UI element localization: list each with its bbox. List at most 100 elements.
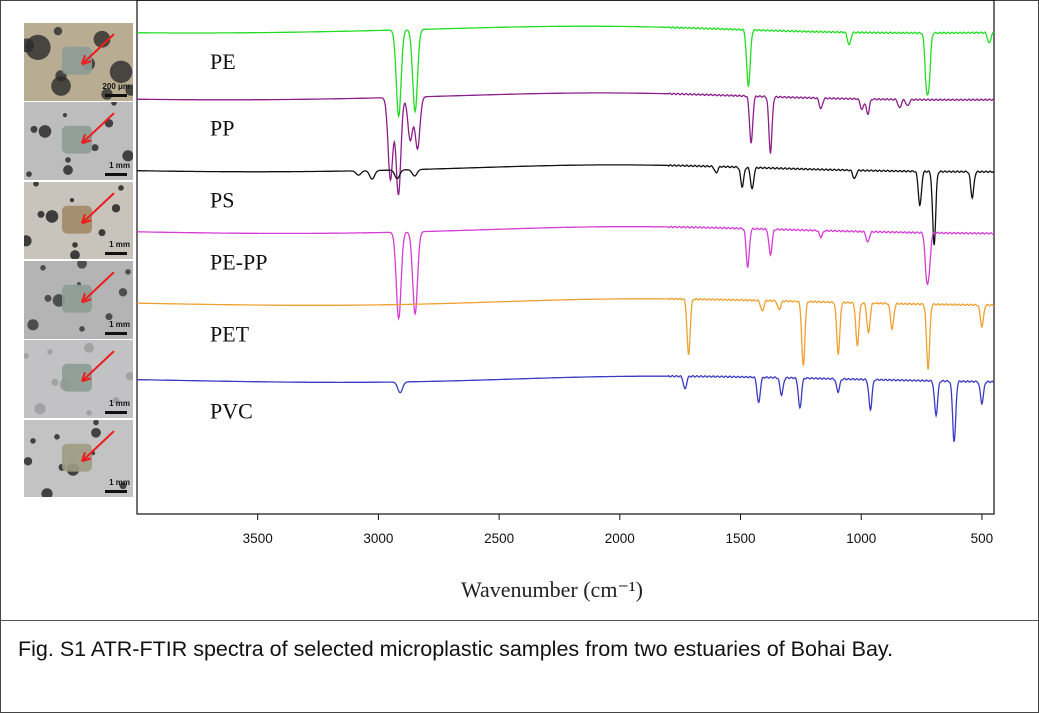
scale-label: 1 mm <box>109 319 130 329</box>
series-label-ps: PS <box>210 188 234 213</box>
red-arrow-icon <box>81 430 115 462</box>
scale-label: 1 mm <box>109 478 130 488</box>
microplastic-particle <box>62 126 92 154</box>
sample-photo: 200 μm <box>24 23 133 101</box>
x-tick-label: 2500 <box>484 531 514 546</box>
photo-texture-spot <box>111 203 121 213</box>
photo-texture-spot <box>77 261 87 269</box>
spectrum-line-pe-pp <box>137 225 995 321</box>
photo-texture-spot <box>111 102 117 106</box>
photo-texture-spot <box>34 403 46 415</box>
photo-texture-spot <box>24 234 32 247</box>
photo-texture-spot <box>65 157 71 164</box>
photo-texture-spot <box>84 343 94 353</box>
spectrum-line-pp <box>137 92 995 196</box>
sample-photo-image <box>24 181 124 260</box>
series-label-pp: PP <box>210 116 234 141</box>
red-arrow-icon <box>81 33 115 66</box>
scale-bar <box>105 173 127 177</box>
sample-photo: 1 mm <box>24 181 133 260</box>
microplastic-particle <box>62 46 92 75</box>
photo-texture-spot <box>91 427 101 438</box>
scale-bar <box>105 93 127 97</box>
photo-texture-spot <box>33 181 39 187</box>
plot-area <box>136 0 995 515</box>
photo-texture-spot <box>63 165 73 176</box>
sample-photo: 1 mm <box>24 340 133 419</box>
series-label-pe-pp: PE-PP <box>210 249 267 274</box>
sample-photo-image <box>27 261 131 332</box>
photo-texture-spot <box>24 456 33 466</box>
sample-photo: 1 mm <box>24 419 133 498</box>
red-arrow-icon <box>81 350 115 383</box>
photo-texture-spot <box>125 269 131 275</box>
photo-texture-spot <box>41 487 53 498</box>
spectrum-line-ps <box>137 164 995 246</box>
photo-texture-spot <box>62 113 68 118</box>
scale-bar <box>105 252 127 256</box>
x-tick-label: 1000 <box>846 531 876 546</box>
photo-texture-spot <box>70 249 80 260</box>
spectrum-line-pe <box>137 25 995 119</box>
scale-label: 1 mm <box>109 240 130 250</box>
photo-texture-spot <box>119 481 127 489</box>
photo-texture-spot <box>47 349 53 355</box>
scale-bar <box>105 331 127 335</box>
figure-caption: Fig. S1 ATR-FTIR spectra of selected mic… <box>18 637 894 661</box>
photo-texture-spot <box>122 150 133 162</box>
photo-texture-spot <box>98 228 106 236</box>
microplastic-particle <box>62 205 92 234</box>
photo-texture-spot <box>30 437 36 444</box>
sample-photo: 1 mm <box>24 261 133 339</box>
ftir-chart: PE PP PS PE-PP PET PVC 3500 3000 2500 2000 1500 10… <box>136 0 995 602</box>
sample-photos: 200 μm 1 mm 1 mm 1 mm 1 mm 1 mm <box>24 23 133 499</box>
x-tick-label: 500 <box>971 531 994 546</box>
photo-texture-spot <box>93 419 99 426</box>
photo-texture-spot <box>118 288 128 297</box>
photo-texture-spot <box>37 210 45 218</box>
photo-texture-spot <box>91 144 99 152</box>
photo-texture-spot <box>24 38 34 53</box>
series-label-pe: PE <box>210 49 236 74</box>
photo-texture-spot <box>112 397 120 405</box>
photo-texture-spot <box>27 319 39 331</box>
photo-texture-spot <box>54 433 60 440</box>
photo-texture-spot <box>118 184 124 191</box>
series-label-pvc: PVC <box>210 398 253 423</box>
scale-label: 1 mm <box>109 161 130 171</box>
photo-texture-spot <box>69 197 75 202</box>
photo-texture-spot <box>79 326 85 332</box>
photo-texture-spot <box>93 30 111 48</box>
photo-texture-spot <box>51 379 59 387</box>
red-arrow-icon <box>81 112 115 145</box>
photo-texture-spot <box>104 119 114 128</box>
series-layer: PE PP PS PE-PP PET PVC <box>136 25 995 443</box>
photo-texture-spot <box>38 125 52 139</box>
photo-texture-spot <box>44 294 52 302</box>
sample-photo-image <box>24 419 127 498</box>
scale-bar <box>105 411 127 415</box>
photo-texture-spot <box>24 353 29 359</box>
sample-photo: 1 mm <box>24 102 133 181</box>
scale-label: 1 mm <box>109 399 130 409</box>
sample-photo-image <box>26 102 133 178</box>
x-axis-title: Wavenumber (cm⁻¹) <box>461 577 643 602</box>
red-arrow-icon <box>81 192 115 224</box>
spectrum-line-pet <box>137 297 995 370</box>
photo-texture-spot <box>30 126 38 134</box>
x-tick-label: 1500 <box>725 531 755 546</box>
photo-texture-spot <box>125 84 133 96</box>
microplastic-particle <box>62 364 92 392</box>
microplastic-particle <box>62 284 92 313</box>
spectrum-line-pvc <box>136 374 995 443</box>
red-arrow-icon <box>81 271 115 304</box>
x-tick-label: 3000 <box>363 531 393 546</box>
x-axis: 3500 3000 2500 2000 1500 1000 500 <box>243 514 994 546</box>
photo-texture-spot <box>105 313 113 321</box>
photo-texture-spot <box>26 171 32 178</box>
photo-texture-spot <box>109 60 133 84</box>
photo-texture-spot <box>53 26 63 36</box>
x-tick-label: 3500 <box>243 531 273 546</box>
scale-bar <box>105 490 127 494</box>
